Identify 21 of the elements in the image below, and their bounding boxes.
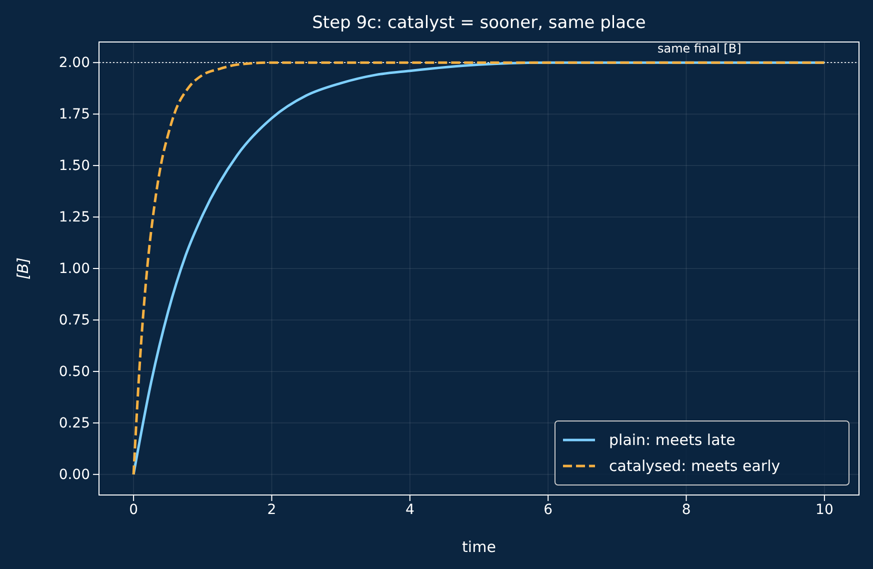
x-tick-label: 6	[544, 502, 553, 518]
y-tick-label: 0.25	[58, 415, 90, 432]
legend-label: plain: meets late	[609, 431, 736, 449]
y-tick-label: 1.50	[58, 158, 90, 174]
y-tick-label: 1.00	[58, 260, 90, 277]
legend-label: catalysed: meets early	[609, 457, 780, 475]
x-axis-title: time	[462, 538, 496, 556]
y-tick-label: 1.75	[58, 106, 90, 123]
x-tick-label: 2	[267, 502, 276, 518]
x-tick-label: 4	[405, 502, 414, 518]
y-tick-label: 0.75	[58, 312, 90, 328]
y-tick-label: 0.50	[58, 364, 90, 380]
y-tick-label: 2.00	[58, 55, 90, 72]
ref-line-label: same final [B]	[658, 42, 742, 56]
chart-title: Step 9c: catalyst = sooner, same place	[312, 13, 646, 33]
y-axis-title: [B]	[14, 257, 32, 280]
y-tick-label: 1.25	[58, 210, 90, 226]
x-tick-label: 0	[129, 502, 138, 518]
x-tick-label: 10	[816, 502, 834, 518]
y-tick-label: 0.00	[58, 466, 90, 483]
x-tick-label: 8	[682, 502, 691, 518]
